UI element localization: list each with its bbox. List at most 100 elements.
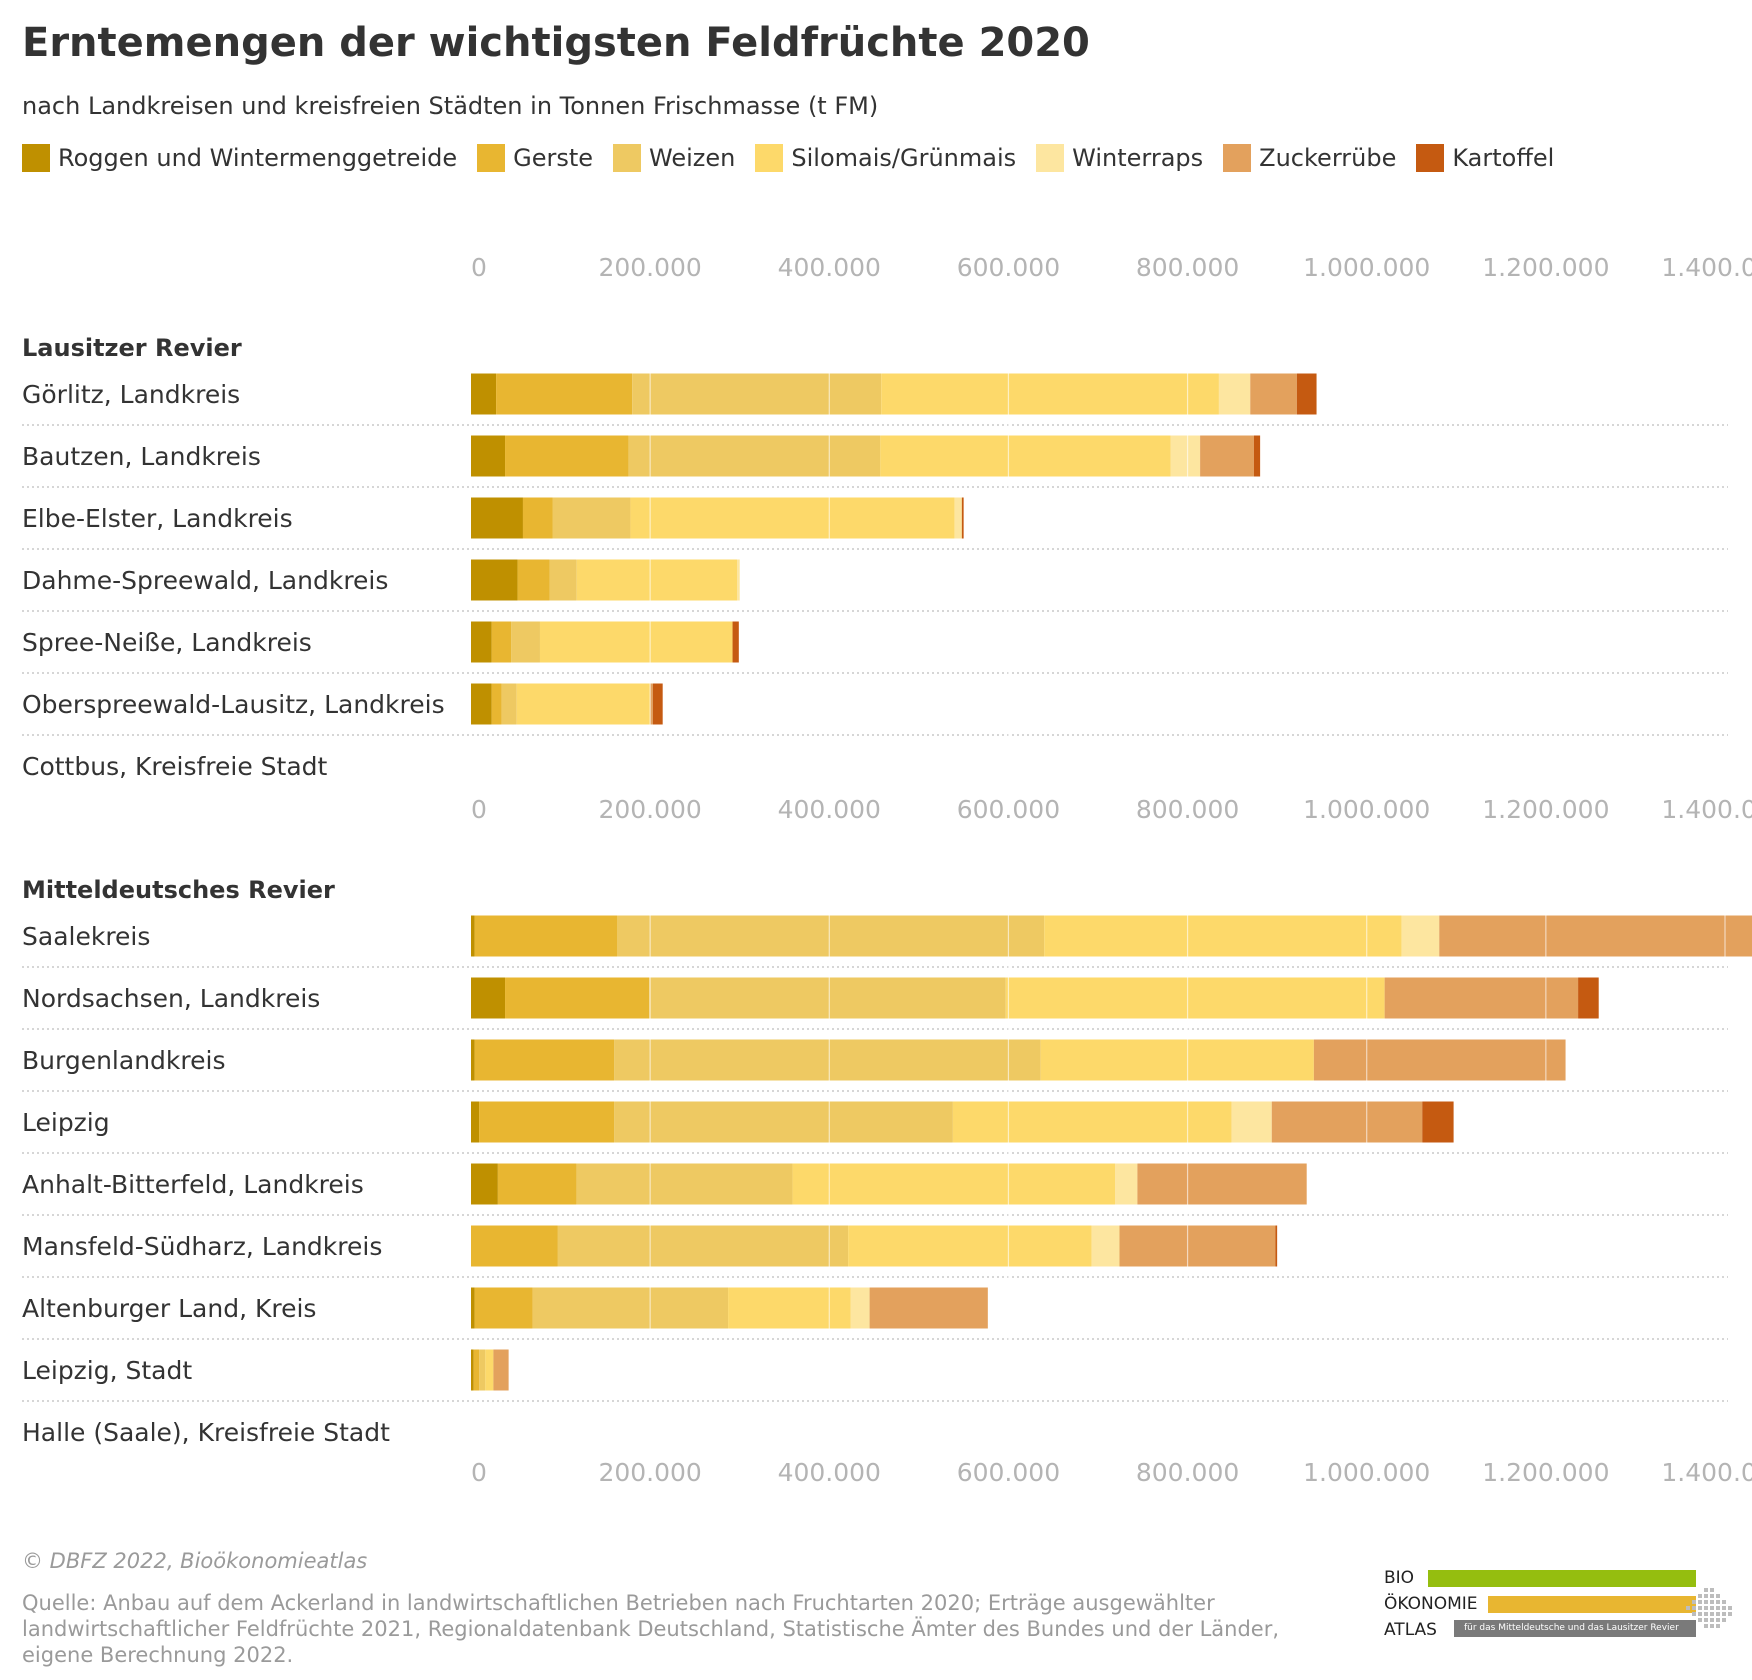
bar-segment-zuckerrube xyxy=(1137,1163,1307,1205)
bar-segment-kartoffel xyxy=(732,621,739,663)
bar-segment-roggen-und-wintermenggetreide xyxy=(471,1163,498,1205)
row-label: Halle (Saale), Kreisfreie Stadt xyxy=(22,1418,390,1447)
bar-segment-weizen xyxy=(649,977,1006,1019)
bar-segment-zuckerrube xyxy=(493,1349,509,1391)
bar-segment-winterraps xyxy=(1231,1101,1272,1143)
bar-segment-silomais-grunmais xyxy=(1044,915,1402,957)
bar-segment-kartoffel xyxy=(961,497,964,539)
group-header: Mitteldeutsches Revier xyxy=(22,876,335,904)
bar-segment-silomais-grunmais xyxy=(1005,977,1385,1019)
legend-item-zuckerrube: Zuckerrübe xyxy=(1223,144,1396,172)
legend-label: Weizen xyxy=(649,144,736,172)
legend-label: Gerste xyxy=(513,144,594,172)
bar-segment-gerste xyxy=(471,1225,558,1267)
bar-segment-gerste xyxy=(491,683,502,725)
group-header: Lausitzer Revier xyxy=(22,334,242,362)
bar-segment-zuckerrube xyxy=(1200,435,1254,477)
row-label: Burgenlandkreis xyxy=(22,1046,225,1075)
bar-segment-gerste xyxy=(505,435,629,477)
bar-segment-silomais-grunmais xyxy=(485,1349,494,1391)
x-tick-label: 0 xyxy=(471,795,487,824)
x-tick-label: 600.000 xyxy=(957,253,1060,282)
row-label: Leipzig, Stadt xyxy=(22,1356,192,1385)
bar-segment-winterraps xyxy=(1170,435,1201,477)
bar-segment-roggen-und-wintermenggetreide xyxy=(471,977,506,1019)
bar-segment-zuckerrube xyxy=(1439,915,1752,957)
row-label: Leipzig xyxy=(22,1108,110,1137)
bar-segment-weizen xyxy=(479,1349,486,1391)
legend-swatch xyxy=(22,144,50,172)
x-tick-label: 600.000 xyxy=(957,1458,1060,1487)
bar-segment-gerste xyxy=(496,373,633,415)
row-label: Anhalt-Bitterfeld, Landkreis xyxy=(22,1170,364,1199)
bar-segment-weizen xyxy=(552,497,631,539)
bar-segment-winterraps xyxy=(1115,1163,1138,1205)
legend-item-silomais-grunmais: Silomais/Grünmais xyxy=(755,144,1016,172)
bar-segment-gerste xyxy=(474,915,618,957)
bar-segment-roggen-und-wintermenggetreide xyxy=(471,1039,475,1081)
bar-segment-silomais-grunmais xyxy=(952,1101,1232,1143)
bar-segment-weizen xyxy=(628,435,881,477)
x-tick-label: 1.000.000 xyxy=(1303,1458,1430,1487)
bar-segment-winterraps xyxy=(1218,373,1251,415)
bar-segment-winterraps xyxy=(737,559,740,601)
bar-segment-kartoffel xyxy=(1296,373,1317,415)
row-label: Nordsachsen, Landkreis xyxy=(22,984,320,1013)
bar-segment-weizen xyxy=(632,373,882,415)
logo-word-atlas: ATLAS xyxy=(1384,1620,1437,1640)
row-label: Elbe-Elster, Landkreis xyxy=(22,504,293,533)
bar-segment-zuckerrube xyxy=(1313,1039,1566,1081)
bar-segment-gerste xyxy=(473,1349,480,1391)
legend-label: Winterraps xyxy=(1072,144,1204,172)
bar-segment-roggen-und-wintermenggetreide xyxy=(471,435,506,477)
bar-segment-silomais-grunmais xyxy=(881,373,1219,415)
x-tick-label: 0 xyxy=(471,253,487,282)
x-tick-label: 800.000 xyxy=(1136,253,1239,282)
bar-segment-zuckerrube xyxy=(1384,977,1579,1019)
bar-segment-weizen xyxy=(614,1101,953,1143)
row-label: Görlitz, Landkreis xyxy=(22,380,240,409)
x-tick-label: 800.000 xyxy=(1136,1458,1239,1487)
chart-title: Erntemengen der wichtigsten Feldfrüchte … xyxy=(22,20,1090,66)
bar-segment-roggen-und-wintermenggetreide xyxy=(471,373,497,415)
chart-legend: Roggen und Wintermenggetreide Gerste Weize… xyxy=(22,144,1574,172)
bar-segment-silomais-grunmais xyxy=(1040,1039,1314,1081)
bar-segment-silomais-grunmais xyxy=(630,497,955,539)
bar-segment-gerste xyxy=(474,1039,615,1081)
bar-segment-kartoffel xyxy=(1253,435,1261,477)
row-label: Mansfeld-Südharz, Landkreis xyxy=(22,1232,382,1261)
row-label: Saalekreis xyxy=(22,922,150,951)
bar-segment-gerste xyxy=(522,497,553,539)
bar-segment-silomais-grunmais xyxy=(848,1225,1092,1267)
x-tick-label: 200.000 xyxy=(598,1458,701,1487)
bar-segment-weizen xyxy=(617,915,1045,957)
logo-yellow-bar xyxy=(1488,1596,1696,1613)
row-label: Bautzen, Landkreis xyxy=(22,442,261,471)
bar-segment-silomais-grunmais xyxy=(880,435,1171,477)
bioeconomy-atlas-logo: BIO ÖKONOMIE ATLAS für das Mitteldeutsch… xyxy=(1384,1568,1744,1640)
legend-item-weizen: Weizen xyxy=(613,144,735,172)
bar-segment-roggen-und-wintermenggetreide xyxy=(471,497,523,539)
bar-segment-weizen xyxy=(501,683,517,725)
bar-segment-weizen xyxy=(511,621,540,663)
logo-green-bar xyxy=(1428,1570,1696,1587)
chart-subtitle: nach Landkreisen und kreisfreien Städten… xyxy=(22,92,879,120)
legend-item-winterraps: Winterraps xyxy=(1036,144,1203,172)
bar-segment-roggen-und-wintermenggetreide xyxy=(471,559,518,601)
x-tick-label: 1.000.000 xyxy=(1303,253,1430,282)
bar-segment-weizen xyxy=(549,559,577,601)
bar-segment-weizen xyxy=(614,1039,1041,1081)
logo-word-bio: BIO xyxy=(1384,1568,1415,1588)
bar-segment-roggen-und-wintermenggetreide xyxy=(471,1101,480,1143)
bar-segment-zuckerrube xyxy=(1119,1225,1276,1267)
legend-item-roggen-und-wintermenggetreide: Roggen und Wintermenggetreide xyxy=(22,144,457,172)
legend-label: Kartoffel xyxy=(1452,144,1555,172)
source-note: Quelle: Anbau auf dem Ackerland in landw… xyxy=(22,1591,1280,1667)
bar-segment-gerste xyxy=(497,1163,577,1205)
bar-segment-kartoffel xyxy=(1422,1101,1454,1143)
row-label: Cottbus, Kreisfreie Stadt xyxy=(22,752,328,781)
bar-segment-gerste xyxy=(479,1101,615,1143)
chart-area: 0 200.000 400.000 600.000 800.000 1.000.000 1.… xyxy=(22,253,1752,1487)
x-tick-label: 200.000 xyxy=(598,253,701,282)
x-tick-label: 1.400.000 xyxy=(1661,253,1752,282)
